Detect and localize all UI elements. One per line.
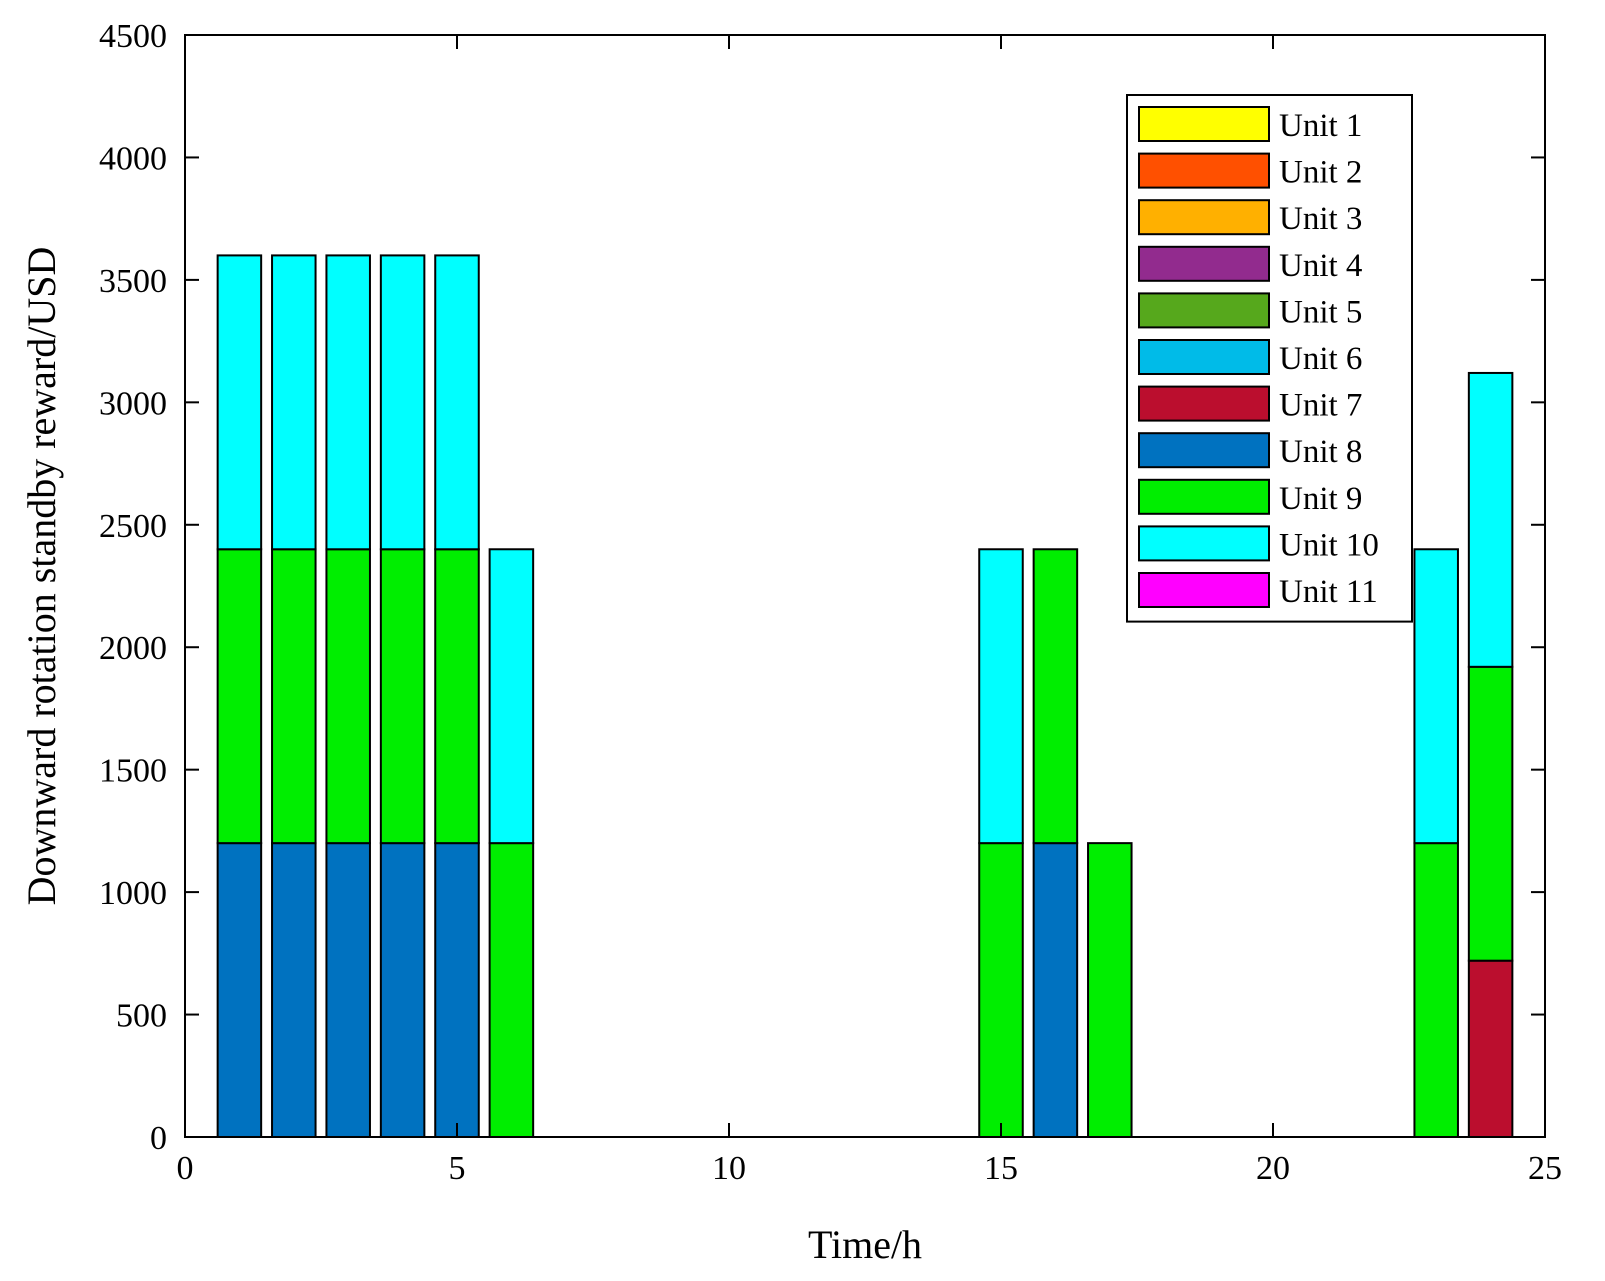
legend-label-unit-8: Unit 8 [1279, 434, 1362, 470]
bars-layer [216, 254, 1514, 1139]
legend-swatch-unit-11 [1138, 572, 1270, 608]
y-tick-label: 2500 [99, 508, 167, 545]
axis-tick-labels: 0 5 10 15 20 25 0 500 1000 1500 2000 2500 3000 3500 40… [99, 18, 1562, 1187]
bar-t17-unit-9 [1087, 842, 1133, 1139]
plot-frame [184, 34, 1546, 1138]
x-tick-label: 15 [984, 1150, 1018, 1187]
bar-t5-unit-8 [434, 842, 480, 1139]
legend-label-unit-4: Unit 4 [1279, 248, 1362, 284]
legend-label-unit-3: Unit 3 [1279, 201, 1362, 237]
x-tick-label: 0 [177, 1150, 194, 1187]
x-tick-label: 20 [1256, 1150, 1290, 1187]
legend-label-unit-9: Unit 9 [1279, 481, 1362, 517]
bar-t2-unit-10 [271, 254, 317, 551]
bar-t3-unit-9 [325, 548, 371, 845]
x-axis-title: Time/h [808, 1222, 922, 1267]
legend-swatch-unit-7 [1138, 385, 1270, 422]
y-tick-label: 4000 [99, 140, 167, 177]
bar-t23-unit-9 [1413, 842, 1459, 1139]
bar-t1-unit-10 [216, 254, 263, 551]
bar-t1-unit-8 [216, 842, 263, 1139]
legend-label-unit-2: Unit 2 [1279, 155, 1362, 191]
x-tick-label: 5 [449, 1150, 466, 1187]
bar-t2-unit-9 [271, 548, 317, 845]
legend-swatch-unit-4 [1138, 245, 1270, 282]
y-tick-label: 1500 [99, 753, 167, 790]
y-tick-label: 0 [150, 1120, 167, 1157]
bar-t24-unit-7 [1467, 959, 1514, 1138]
y-tick-label: 3000 [99, 385, 167, 422]
bar-t3-unit-8 [325, 842, 371, 1139]
legend-label-unit-5: Unit 5 [1279, 294, 1362, 330]
legend-label-unit-1: Unit 1 [1279, 108, 1362, 144]
legend-swatch-unit-6 [1138, 339, 1270, 375]
legend: Unit 1 Unit 2 Unit 3 Unit 4 Unit 5 Unit 6 Unit… [1126, 94, 1413, 623]
bar-t2-unit-8 [271, 842, 317, 1139]
legend-swatch-unit-3 [1138, 199, 1270, 236]
legend-swatch-unit-2 [1138, 152, 1270, 189]
legend-swatch-unit-9 [1138, 478, 1270, 515]
legend-swatch-unit-10 [1138, 525, 1270, 562]
legend-label-unit-6: Unit 6 [1279, 341, 1362, 377]
bar-t15-unit-9 [978, 842, 1024, 1139]
bar-t6-unit-10 [488, 548, 535, 845]
legend-swatch-unit-1 [1138, 106, 1270, 142]
legend-label-unit-7: Unit 7 [1279, 388, 1362, 424]
y-tick-label: 3500 [99, 263, 167, 300]
legend-swatch-unit-5 [1138, 292, 1270, 329]
y-tick-label: 500 [116, 998, 167, 1035]
bar-t15-unit-10 [978, 548, 1024, 845]
bar-t6-unit-9 [488, 842, 535, 1139]
bar-t4-unit-9 [379, 548, 426, 845]
bar-t5-unit-9 [434, 548, 480, 845]
x-tick-label: 25 [1528, 1150, 1562, 1187]
x-tick-label: 10 [712, 1150, 746, 1187]
legend-label-unit-11: Unit 11 [1279, 574, 1378, 610]
y-tick-label: 2000 [99, 630, 167, 667]
bar-t24-unit-10 [1467, 371, 1514, 668]
bar-t24-unit-9 [1467, 665, 1514, 962]
bar-t16-unit-8 [1032, 842, 1079, 1139]
y-tick-label: 1000 [99, 875, 167, 912]
y-axis-title: Downward rotation standby reward/USD [19, 247, 64, 906]
bar-t3-unit-10 [325, 254, 371, 551]
bar-t5-unit-10 [434, 254, 480, 551]
legend-label-unit-10: Unit 10 [1279, 527, 1379, 563]
bar-t16-unit-9 [1032, 548, 1079, 845]
bar-t4-unit-8 [379, 842, 426, 1139]
bar-t23-unit-10 [1413, 548, 1459, 845]
bar-t4-unit-10 [379, 254, 426, 551]
bar-t1-unit-9 [216, 548, 263, 845]
y-tick-label: 4500 [99, 18, 167, 55]
legend-swatch-unit-8 [1138, 432, 1270, 469]
axis-ticks [184, 34, 1546, 1138]
